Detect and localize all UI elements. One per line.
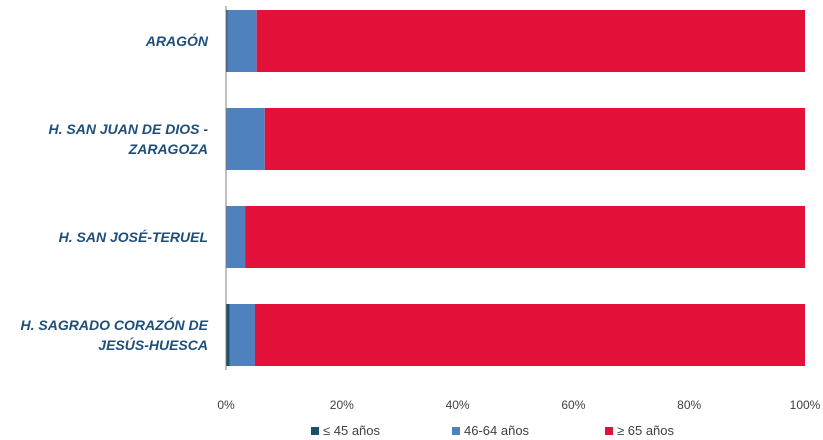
- x-tick-label: 20%: [330, 398, 354, 412]
- category-label: H. SAN JOSÉ-TERUEL: [59, 229, 208, 245]
- bar-segment: [254, 304, 805, 366]
- legend-swatch: [605, 427, 613, 435]
- bar-segment: [256, 10, 805, 72]
- legend-item: ≥ 65 años: [605, 423, 675, 438]
- category-label-line: H. SAGRADO CORAZÓN DE: [21, 316, 209, 333]
- x-tick-label: 100%: [790, 398, 821, 412]
- bar-segment: [229, 304, 255, 366]
- legend-label: ≤ 45 años: [323, 423, 381, 438]
- bars-group: [226, 10, 806, 366]
- category-label-line: JESÚS-HUESCA: [98, 336, 208, 353]
- x-tick-label: 0%: [217, 398, 235, 412]
- bar-segment: [226, 108, 265, 170]
- legend-swatch: [311, 427, 319, 435]
- x-tick-label: 40%: [446, 398, 470, 412]
- category-label-line: H. SAN JOSÉ-TERUEL: [59, 229, 208, 245]
- category-label: ARAGÓN: [145, 32, 209, 49]
- bar-segment: [226, 304, 230, 366]
- bar-segment: [264, 108, 805, 170]
- category-label-line: ZARAGOZA: [128, 141, 208, 157]
- category-label: H. SAGRADO CORAZÓN DE JESÚS-HUESCA: [21, 316, 209, 353]
- x-axis-tick-labels: 0% 20% 40% 60% 80% 100%: [217, 398, 820, 412]
- category-label-line: ARAGÓN: [145, 32, 209, 49]
- bar-segment: [226, 206, 246, 268]
- bar-segment: [245, 206, 806, 268]
- category-label-line: H. SAN JUAN DE DIOS -: [49, 121, 209, 137]
- legend-label: ≥ 65 años: [617, 423, 675, 438]
- x-tick-label: 80%: [677, 398, 701, 412]
- legend-item: 46-64 años: [452, 423, 530, 438]
- bar-segment: [227, 10, 257, 72]
- category-label: H. SAN JUAN DE DIOS - ZARAGOZA: [49, 121, 209, 157]
- legend: ≤ 45 años 46-64 años ≥ 65 años: [311, 423, 675, 438]
- legend-label: 46-64 años: [464, 423, 530, 438]
- legend-swatch: [452, 427, 460, 435]
- x-tick-label: 60%: [561, 398, 585, 412]
- bar-segment: [226, 10, 228, 72]
- legend-item: ≤ 45 años: [311, 423, 381, 438]
